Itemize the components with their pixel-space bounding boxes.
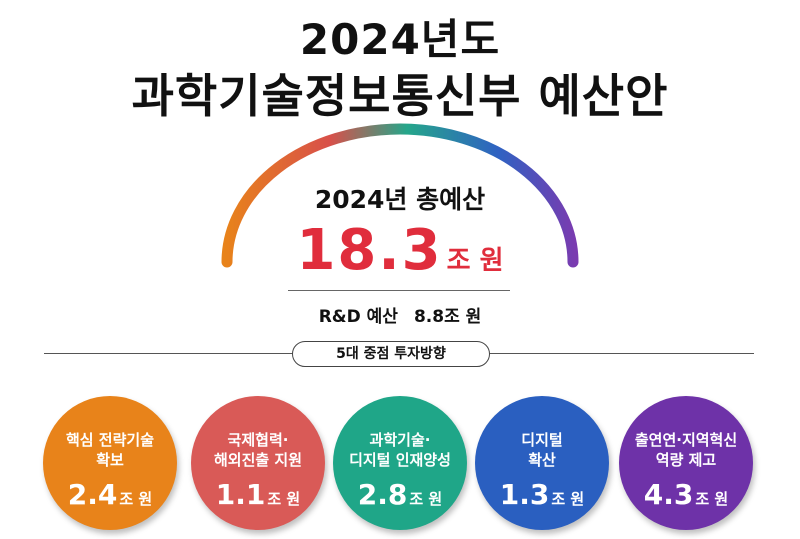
direction-label: 국제협력· 해외진출 지원: [191, 430, 325, 470]
direction-amount: 1.1 조 원: [191, 478, 325, 511]
direction-label-line2: 역량 제고: [655, 451, 717, 469]
direction-amount-number: 2.8: [357, 478, 408, 511]
direction-circle-3: 과학기술· 디지털 인재양성 2.8 조 원: [333, 396, 467, 530]
direction-label: 과학기술· 디지털 인재양성: [333, 430, 467, 470]
rnd-budget-label: R&D 예산: [318, 307, 398, 327]
rnd-budget: R&D 예산 8.8조 원: [0, 302, 800, 327]
direction-label-line1: 핵심 전략기술: [65, 431, 155, 449]
direction-label-line1: 국제협력·: [227, 431, 289, 449]
direction-circle-5: 출연연·지역혁신 역량 제고 4.3 조 원: [619, 396, 753, 530]
direction-amount-number: 4.3: [643, 478, 694, 511]
direction-label-line2: 확산: [528, 451, 556, 469]
total-budget-label: 2024년 총예산: [314, 185, 486, 214]
direction-amount: 4.3 조 원: [619, 478, 753, 511]
total-budget-amount: 18.3: [296, 218, 443, 283]
direction-label-line1: 출연연·지역혁신: [634, 431, 738, 449]
direction-amount-unit: 조 원: [119, 490, 153, 508]
direction-amount-unit: 조 원: [695, 490, 729, 508]
direction-label-line2: 확보: [96, 451, 124, 469]
direction-circle-1: 핵심 전략기술 확보 2.4 조 원: [43, 396, 177, 530]
direction-amount-unit: 조 원: [551, 490, 585, 508]
direction-amount-unit: 조 원: [409, 490, 443, 508]
direction-circle-4: 디지털 확산 1.3 조 원: [475, 396, 609, 530]
page-title: 과학기술정보통신부 예산안: [131, 69, 669, 123]
direction-amount: 1.3 조 원: [475, 478, 609, 511]
direction-amount-number: 2.4: [67, 478, 118, 511]
total-budget-unit: 조 원: [446, 246, 504, 276]
direction-amount: 2.8 조 원: [333, 478, 467, 511]
rnd-budget-amount: 8.8조 원: [413, 307, 482, 327]
direction-circle-2: 국제협력· 해외진출 지원 1.1 조 원: [191, 396, 325, 530]
direction-amount-number: 1.1: [215, 478, 266, 511]
direction-label: 핵심 전략기술 확보: [43, 430, 177, 470]
direction-label-line1: 디지털: [521, 431, 563, 449]
direction-amount: 2.4 조 원: [43, 478, 177, 511]
section-pill: 5대 중점 투자방향: [292, 341, 490, 367]
direction-label-line1: 과학기술·: [369, 431, 431, 449]
arc-path: [221, 123, 579, 268]
total-budget-value: 18.3 조 원: [0, 218, 800, 283]
direction-label-line2: 디지털 인재양성: [349, 451, 451, 469]
direction-label-line2: 해외진출 지원: [213, 451, 303, 469]
title-year: 2024년도: [299, 15, 501, 64]
direction-amount-unit: 조 원: [267, 490, 301, 508]
direction-label: 디지털 확산: [475, 430, 609, 470]
direction-amount-number: 1.3: [499, 478, 550, 511]
divider-short: [288, 290, 510, 291]
direction-label: 출연연·지역혁신 역량 제고: [619, 430, 753, 470]
